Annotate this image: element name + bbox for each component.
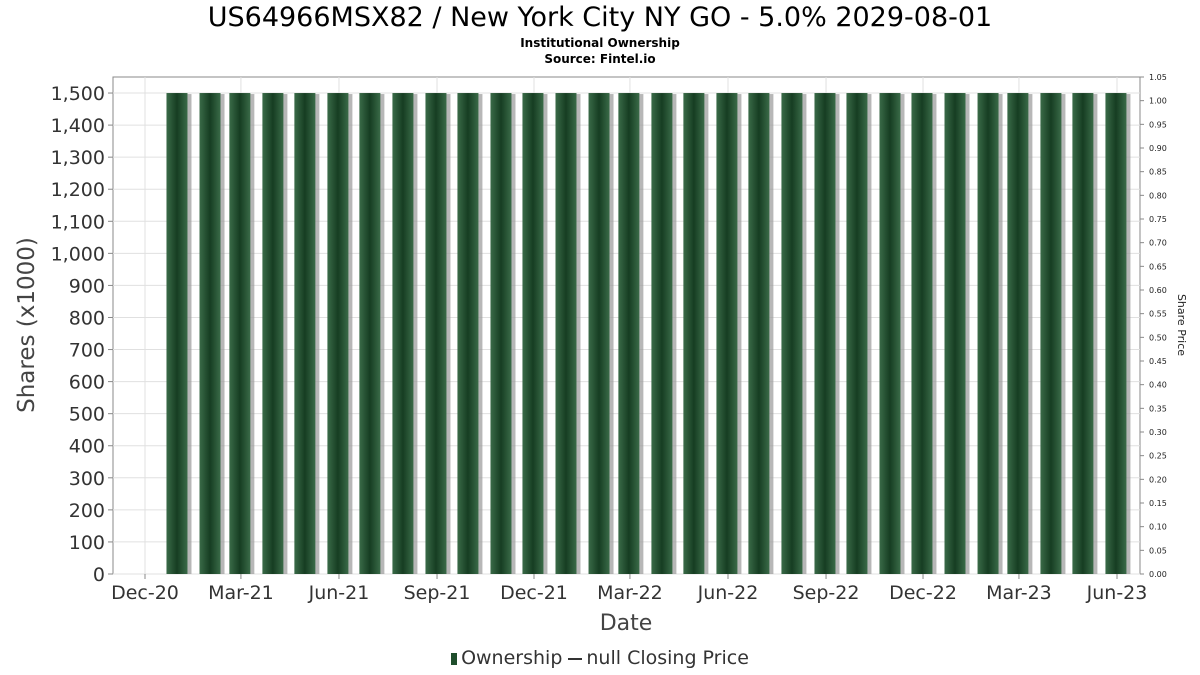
y2-tick-label: 0.50 <box>1149 333 1167 342</box>
bar-ownership <box>457 93 479 574</box>
y2-tick-label: 0.05 <box>1149 546 1167 555</box>
y-tick-label: 0 <box>93 564 105 586</box>
y2-tick-label: 0.95 <box>1149 120 1167 129</box>
x-tick-label: Jun-22 <box>697 582 759 604</box>
x-tick-label: Dec-21 <box>500 582 568 604</box>
bar-ownership <box>199 93 221 574</box>
x-axis: Dec-20 Mar-21 Jun-21 Sep-21 Dec-21 Mar-22 Jun-… <box>111 574 1147 604</box>
y2-tick-label: 0.35 <box>1149 404 1167 413</box>
y2-tick-label: 0.90 <box>1149 144 1167 153</box>
x-tick-label: Jun-21 <box>308 582 370 604</box>
bar-ownership <box>716 93 738 574</box>
y2-tick-label: 0.80 <box>1149 191 1167 200</box>
bar-ownership <box>618 93 640 574</box>
y2-tick-label: 0.20 <box>1149 475 1167 484</box>
bar-ownership <box>522 93 544 574</box>
y-tick-label: 400 <box>69 436 105 458</box>
x-tick-label: Jun-23 <box>1086 582 1148 604</box>
y2-tick-label: 0.65 <box>1149 262 1167 271</box>
bar-ownership <box>392 93 414 574</box>
bar-ownership <box>588 93 610 574</box>
y2-tick-label: 1.00 <box>1149 97 1167 106</box>
y2-tick-label: 0.10 <box>1149 523 1167 532</box>
y-axis-right: 0.00 0.05 0.10 0.15 0.20 0.25 0.30 0.35 0.40 0.45… <box>1140 73 1167 579</box>
bar-ownership <box>327 93 349 574</box>
y-tick-label: 100 <box>69 532 105 554</box>
y-tick-label: 1,200 <box>51 179 105 201</box>
bar-ownership <box>262 93 284 574</box>
y-tick-label: 900 <box>69 275 105 297</box>
y2-tick-label: 0.00 <box>1149 570 1167 579</box>
y2-axis-title: Share Price <box>1175 294 1188 356</box>
y-tick-label: 1,300 <box>51 147 105 169</box>
y-tick-label: 1,000 <box>51 243 105 265</box>
x-tick-label: Mar-22 <box>597 582 663 604</box>
x-tick-label: Sep-21 <box>404 582 471 604</box>
y2-tick-label: 0.75 <box>1149 215 1167 224</box>
bar-ownership <box>781 93 803 574</box>
legend-label-closing-price: null Closing Price <box>586 647 749 669</box>
legend: Ownership null Closing Price <box>0 647 1200 669</box>
x-tick-label: Dec-22 <box>889 582 957 604</box>
y-tick-label: 200 <box>69 500 105 522</box>
y-tick-label: 1,400 <box>51 115 105 137</box>
y-axis-left: 0 100 200 300 400 500 600 700 800 900 1,000 1,100 1,… <box>51 83 113 586</box>
chart-source: Source: Fintel.io <box>544 52 656 66</box>
y-tick-label: 800 <box>69 307 105 329</box>
bar-ownership <box>814 93 836 574</box>
legend-line-glyph <box>568 657 583 660</box>
y2-tick-label: 0.70 <box>1149 239 1167 248</box>
y-tick-label: 300 <box>69 468 105 490</box>
y-axis-title: Shares (x1000) <box>14 237 40 413</box>
x-tick-label: Mar-21 <box>208 582 274 604</box>
y2-tick-label: 0.45 <box>1149 357 1167 366</box>
x-tick-label: Sep-22 <box>793 582 860 604</box>
bar-ownership <box>294 93 316 574</box>
y-tick-label: 600 <box>69 372 105 394</box>
y-tick-label: 500 <box>69 404 105 426</box>
bar-ownership <box>1072 93 1094 574</box>
bar-ownership <box>1007 93 1029 574</box>
legend-swatch-ownership <box>451 652 458 665</box>
bar-ownership <box>683 93 705 574</box>
x-tick-label: Mar-23 <box>986 582 1052 604</box>
bar-ownership <box>555 93 577 574</box>
y2-tick-label: 0.85 <box>1149 168 1167 177</box>
bar-ownership <box>748 93 770 574</box>
chart-subtitle: Institutional Ownership <box>520 36 680 50</box>
y-tick-label: 1,100 <box>51 211 105 233</box>
bar-ownership <box>166 93 188 574</box>
bar-ownership <box>846 93 868 574</box>
bar-ownership <box>651 93 673 574</box>
bar-ownership <box>911 93 933 574</box>
y-tick-label: 1,500 <box>51 83 105 105</box>
legend-label-ownership: Ownership <box>461 647 563 669</box>
y-tick-label: 700 <box>69 340 105 362</box>
bar-ownership <box>879 93 901 574</box>
x-axis-title: Date <box>600 611 653 636</box>
bar-ownership <box>944 93 966 574</box>
bar-ownership <box>1105 93 1127 574</box>
bar-ownership <box>977 93 999 574</box>
bar-ownership <box>1040 93 1062 574</box>
chart-title: US64966MSX82 / New York City NY GO - 5.0… <box>207 2 993 33</box>
y2-tick-label: 0.60 <box>1149 286 1167 295</box>
y2-tick-label: 0.15 <box>1149 499 1167 508</box>
bar-series-ownership <box>166 93 1131 574</box>
bar-ownership <box>229 93 251 574</box>
y2-tick-label: 1.05 <box>1149 73 1167 82</box>
y2-tick-label: 0.25 <box>1149 452 1167 461</box>
y2-tick-label: 0.40 <box>1149 381 1167 390</box>
bar-ownership <box>490 93 512 574</box>
y2-tick-label: 0.30 <box>1149 428 1167 437</box>
bar-ownership <box>359 93 381 574</box>
x-tick-label: Dec-20 <box>111 582 179 604</box>
y2-tick-label: 0.55 <box>1149 310 1167 319</box>
bar-ownership <box>425 93 447 574</box>
